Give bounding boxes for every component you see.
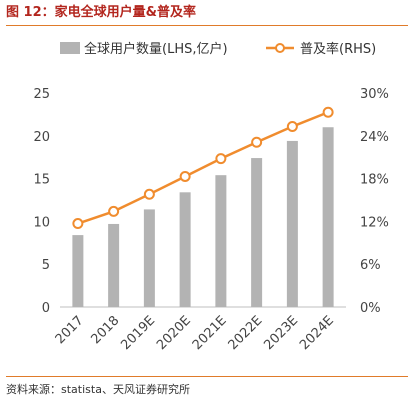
x-tick-label: 2021E [190,313,230,353]
left-tick-label: 10 [33,215,50,230]
line-point [251,136,263,148]
source-divider [6,376,408,377]
x-tick-label: 2023E [261,313,301,353]
line-point [108,205,120,217]
line-point [179,170,191,182]
x-tick-label: 2019E [118,313,158,353]
bar [179,192,191,307]
chart-area: 全球用户数量(LHS,亿户) 普及率(RHS) 0 5 10 15 20 25 0% 6% 1… [33,41,389,353]
x-tick-label: 2022E [226,313,266,353]
bar-series [72,127,334,308]
left-tick-label: 5 [42,258,50,273]
source-note: 资料来源：statista、天风证券研究所 [6,383,190,396]
line-point [286,121,298,133]
bar [286,140,298,307]
title-divider [6,25,408,26]
line-point [72,218,84,230]
right-tick-label: 12% [360,215,389,230]
figure-title: 图 12：家电全球用户量&普及率 [6,5,196,20]
line-series [72,106,334,230]
x-tick-label: 2024E [297,313,337,353]
left-tick-label: 25 [33,87,50,102]
bar [322,127,334,308]
legend-bar-label: 全球用户数量(LHS,亿户) [84,41,228,57]
line-point [215,153,227,165]
line-point [143,188,155,200]
legend: 全球用户数量(LHS,亿户) 普及率(RHS) [60,41,376,57]
bar [251,158,263,307]
right-tick-label: 30% [360,87,389,102]
right-tick-label: 6% [360,258,381,273]
right-axis: 0% 6% 12% 18% 24% 30% [360,87,389,316]
legend-line-label: 普及率(RHS) [300,41,376,57]
left-tick-label: 15 [33,173,50,188]
bar [215,175,227,307]
legend-line-marker [275,43,285,53]
right-tick-label: 24% [360,130,389,145]
bar [108,223,120,307]
x-tick-label: 2020E [154,313,194,353]
left-tick-label: 0 [42,301,50,316]
right-tick-label: 18% [360,173,389,188]
left-axis: 0 5 10 15 20 25 [33,87,50,316]
right-tick-label: 0% [360,301,381,316]
line-point [322,106,334,118]
legend-bar-swatch [60,42,80,54]
left-tick-label: 20 [33,130,50,145]
x-tick-label: 2017 [53,313,87,347]
bar [72,235,84,307]
bar [143,209,155,307]
line-path [77,111,329,225]
